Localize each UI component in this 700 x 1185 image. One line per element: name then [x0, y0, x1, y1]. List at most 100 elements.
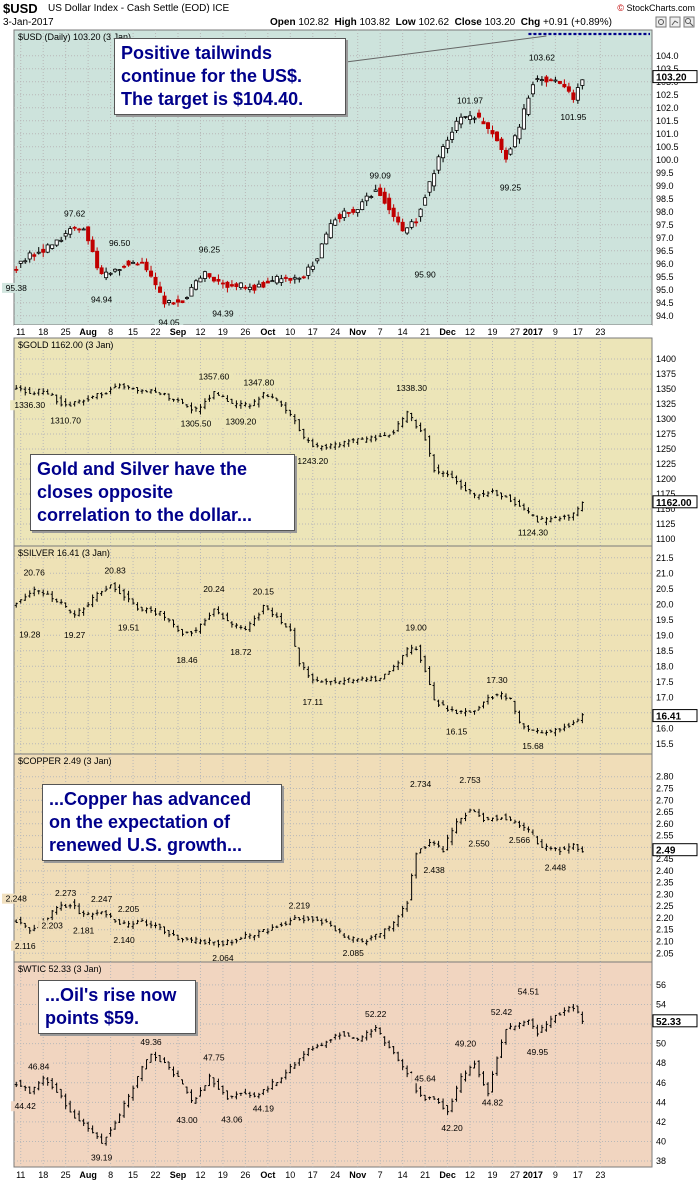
settings-icon[interactable] [655, 16, 667, 28]
x-tick-label: 26 [240, 327, 250, 337]
annotation-bg [87, 893, 116, 904]
low-label: Low [395, 17, 416, 28]
zoom-icon[interactable] [683, 16, 695, 28]
price-candle [454, 120, 459, 131]
x-tick-label: Nov [349, 327, 366, 337]
y-tick-label: 16.0 [656, 723, 674, 733]
price-candle [423, 197, 428, 206]
price-candle [68, 228, 73, 235]
price-candle [436, 156, 441, 171]
y-tick-label: 100.0 [656, 155, 679, 165]
price-annotation: 2.448 [545, 863, 567, 873]
price-annotation: 2.273 [55, 888, 77, 898]
chg-label: Chg [520, 17, 541, 28]
x-tick-label: 18 [38, 327, 48, 337]
price-candle [256, 283, 261, 288]
price-candle [508, 148, 513, 155]
annotation-bg [451, 1038, 480, 1049]
annotation-bg [249, 1103, 278, 1114]
annotation-bg [105, 237, 134, 248]
x-tick-label: 17 [308, 1170, 318, 1180]
x-tick-label: 21 [420, 327, 430, 337]
y-tick-label: 97.5 [656, 220, 674, 230]
y-tick-label: 21.0 [656, 568, 674, 578]
annotation-bg [10, 400, 50, 411]
annotation-bg [361, 1008, 390, 1019]
y-tick-label: 48 [656, 1058, 666, 1068]
price-candle [162, 295, 167, 305]
x-tick-label: 8 [108, 1170, 113, 1180]
last-value-label: 52.33 [656, 1017, 681, 1028]
callout-usd: Positive tailwinds continue for the US$.… [114, 38, 346, 115]
price-candle [220, 282, 225, 285]
price-candle [494, 131, 499, 142]
chart-tools-icons[interactable] [655, 16, 697, 28]
price-candle [131, 261, 136, 264]
y-tick-label: 100.5 [656, 142, 679, 152]
x-tick-label: 2017 [523, 1170, 543, 1180]
y-tick-label: 1200 [656, 474, 676, 484]
x-tick-label: 23 [595, 327, 605, 337]
price-annotation: 19.00 [405, 622, 427, 632]
price-candle [158, 286, 163, 293]
x-tick-label: 15 [128, 1170, 138, 1180]
price-candle [472, 117, 477, 120]
y-tick-label: 96.5 [656, 246, 674, 256]
price-annotation: 1347.80 [243, 377, 274, 387]
x-tick-label: 24 [330, 1170, 340, 1180]
price-candle [184, 297, 189, 299]
price-series [14, 383, 584, 526]
y-tick-label: 1125 [656, 519, 675, 529]
price-series [14, 582, 584, 737]
price-annotation: 52.42 [491, 1007, 513, 1017]
price-annotation: 96.25 [199, 244, 221, 254]
price-candle [369, 196, 374, 198]
y-tick-label: 42 [656, 1117, 666, 1127]
x-tick-label: 2017 [523, 327, 543, 337]
price-candle [499, 138, 504, 150]
y-tick-label: 2.10 [656, 937, 674, 947]
callout-gold-line: Gold and Silver have the [37, 459, 248, 479]
price-candle [562, 83, 567, 88]
price-candle [117, 269, 122, 271]
price-candle [27, 252, 32, 260]
annotation-bg [87, 1152, 116, 1163]
price-candle [270, 280, 275, 283]
y-tick-label: 97.0 [656, 233, 674, 243]
y-tick-label: 56 [656, 980, 666, 990]
price-annotation: 44.19 [253, 1103, 275, 1113]
price-candle [77, 228, 82, 231]
quote-date: 3-Jan-2017 [3, 17, 54, 28]
price-annotation: 17.30 [486, 675, 508, 685]
price-annotation: 18.72 [230, 647, 252, 657]
copyright-mark: © [617, 3, 624, 13]
y-tick-label: 1300 [656, 414, 676, 424]
x-tick-label: 12 [465, 327, 475, 337]
x-tick-label: Aug [79, 327, 97, 337]
price-candle [315, 258, 320, 262]
price-annotation: 97.62 [64, 209, 86, 219]
x-tick-label: 27 [510, 327, 520, 337]
last-value-label: 1162.00 [656, 498, 692, 509]
y-tick-label: 1275 [656, 429, 676, 439]
y-tick-label: 2.05 [656, 948, 674, 958]
price-series [14, 1003, 584, 1146]
callout-usd-line: Positive tailwinds [121, 43, 273, 63]
last-value-box [652, 1014, 698, 1028]
price-annotation: 42.20 [441, 1123, 463, 1133]
price-candle [450, 131, 455, 140]
price-candle [171, 302, 176, 305]
y-tick-label: 2.35 [656, 878, 674, 888]
chart-type-icon[interactable] [669, 16, 681, 28]
callout-oil-line: points $59. [45, 1008, 140, 1028]
x-tick-label: 11 [16, 327, 25, 337]
price-candle [441, 146, 446, 159]
y-tick-label: 96.0 [656, 259, 674, 269]
x-tick-label: 14 [398, 327, 408, 337]
price-candle [207, 273, 212, 278]
callout-usd-line: continue for the US$. [121, 66, 303, 86]
price-annotation: 96.50 [109, 238, 131, 248]
y-tick-label: 1375 [656, 369, 676, 379]
annotation-bg [136, 1036, 166, 1047]
price-candle [310, 265, 315, 270]
